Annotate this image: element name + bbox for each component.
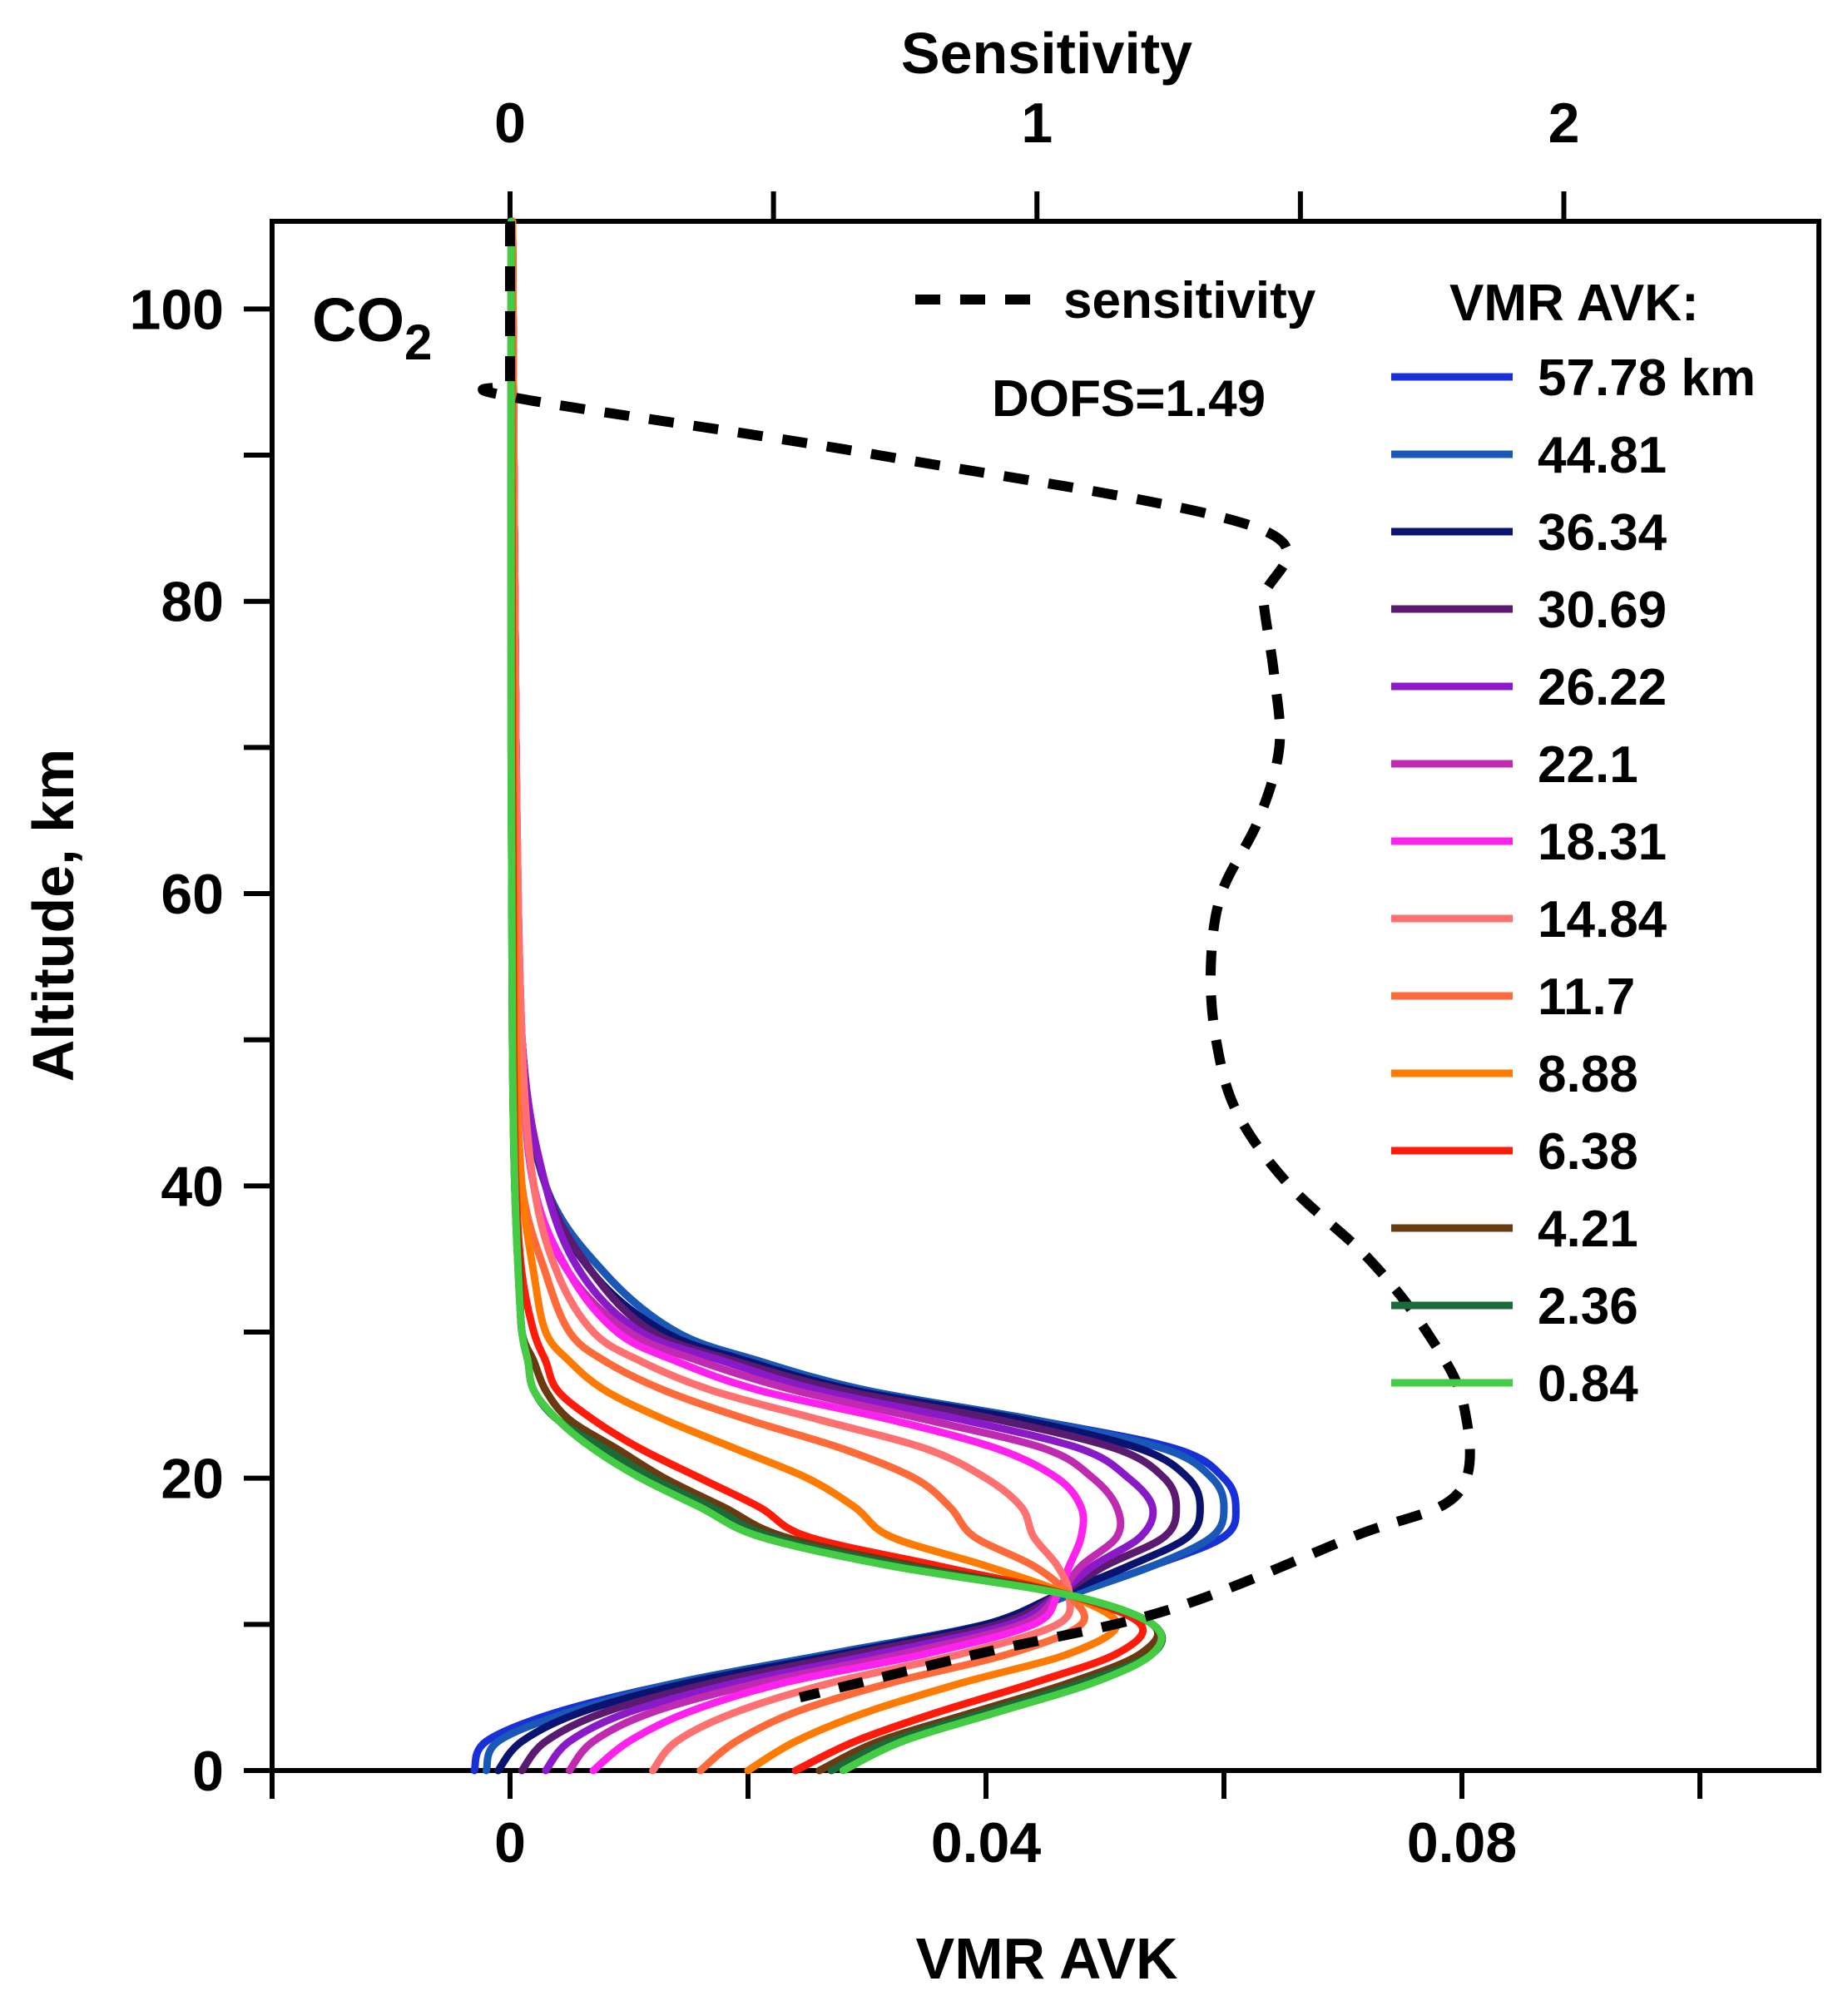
legend-label-9: 8.88 (1538, 1046, 1638, 1103)
x-tick-label: 0.08 (1407, 1811, 1517, 1875)
legend-label-8: 11.7 (1538, 968, 1635, 1026)
legend-label-1: 44.81 (1538, 427, 1667, 484)
legend-label-7: 14.84 (1538, 891, 1667, 948)
legend-title: VMR AVK: (1449, 275, 1699, 332)
legend-label-4: 26.22 (1538, 659, 1667, 716)
ticks (244, 191, 1702, 1799)
series-line-13 (507, 217, 1166, 1775)
legend-label-3: 30.69 (1538, 582, 1667, 639)
species-label: CO2 (312, 285, 432, 370)
y-axis-title: Altitude, km (21, 749, 86, 1082)
y-tick-label: 60 (161, 863, 224, 926)
sensitivity-layer (478, 221, 1475, 1703)
legend-label-2: 36.34 (1538, 504, 1667, 562)
x2-tick-label: 0 (494, 92, 526, 155)
y-tick-label: 0 (192, 1740, 224, 1803)
x-tick-label: 0.04 (931, 1811, 1042, 1875)
y-tick-label: 20 (161, 1448, 224, 1511)
plot-frame (270, 219, 1821, 1773)
legend-label-5: 22.1 (1538, 736, 1638, 794)
legend-label-11: 4.21 (1538, 1201, 1638, 1258)
legend-sensitivity-label: sensitivity (1063, 272, 1316, 329)
y-tick-label: 80 (161, 571, 224, 634)
legend-label-0: 57.78 km (1538, 349, 1756, 407)
x-tick-label: 0 (494, 1811, 526, 1875)
legend-label-6: 18.31 (1538, 814, 1667, 871)
x2-tick-label: 2 (1548, 92, 1580, 155)
series-line-7 (508, 217, 1074, 1775)
dofs-label: DOFS=1.49 (992, 370, 1266, 428)
legend-label-10: 6.38 (1538, 1123, 1638, 1181)
legend-label-13: 0.84 (1538, 1355, 1638, 1413)
y-tick-label: 40 (161, 1155, 224, 1218)
x2-tick-label: 1 (1021, 92, 1053, 155)
top-axis-title: Sensitivity (901, 21, 1192, 86)
series-layer (470, 217, 1240, 1775)
y-tick-label: 100 (130, 278, 224, 341)
legend-label-12: 2.36 (1538, 1278, 1638, 1335)
bottom-axis-title: VMR AVK (916, 1926, 1178, 1991)
legend: 57.78 km 44.81 36.34 30.69 26.22 22.1 18.31 14.… (1391, 349, 1756, 1413)
sensitivity-line (478, 221, 1475, 1703)
